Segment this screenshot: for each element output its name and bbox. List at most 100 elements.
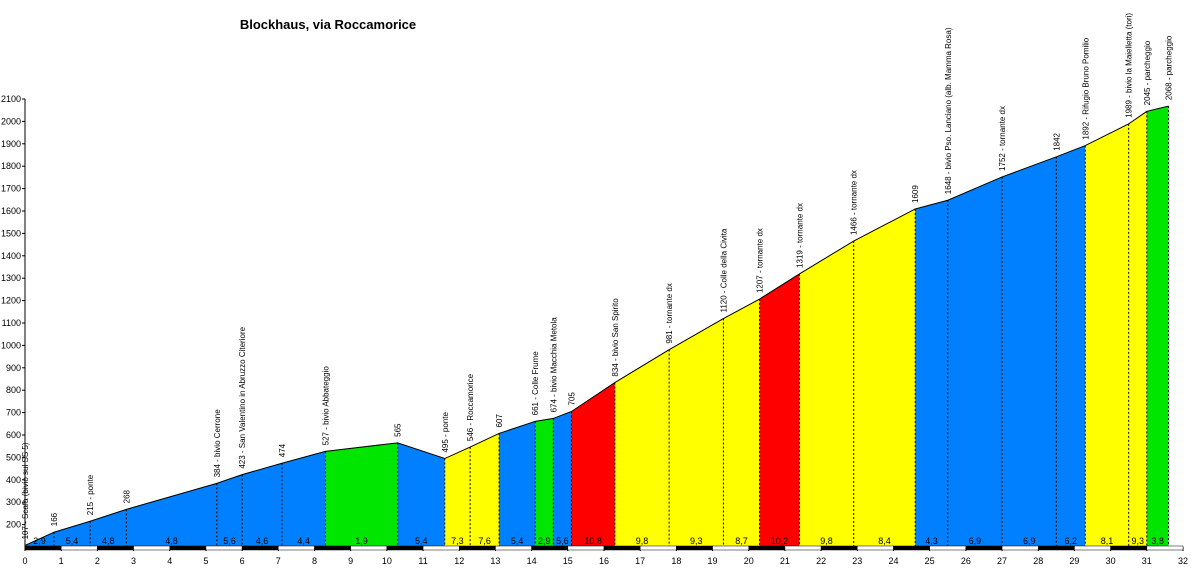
km-bar-10	[386, 545, 424, 551]
segment-grade-label-22: 6,9	[969, 536, 982, 546]
waypoint-label-19: 1319 - tornante dx	[795, 203, 804, 268]
km-bar-25	[929, 545, 967, 551]
km-bar-8	[314, 545, 351, 551]
km-bar-23	[857, 545, 894, 551]
km-bar-13	[495, 545, 532, 551]
km-bar-18	[676, 545, 713, 551]
segment-area-13	[553, 411, 572, 547]
segment-grade-label-17: 8,7	[735, 536, 748, 546]
km-bar-0	[24, 545, 62, 551]
gradient-segments	[25, 106, 1169, 548]
x-tick-label-21: 21	[780, 556, 790, 566]
segment-area-19	[799, 241, 854, 548]
segment-area-5	[242, 463, 282, 547]
segment-grade-label-2: 4,8	[102, 536, 115, 546]
km-bar-6	[241, 545, 279, 551]
y-tick-label-6: 800	[6, 385, 21, 395]
segment-area-4	[216, 474, 243, 547]
x-tick-label-11: 11	[418, 556, 427, 566]
segment-dividers	[53, 106, 1170, 547]
y-tick-label-0: 200	[6, 520, 21, 530]
y-tick-label-2: 400	[6, 475, 21, 485]
segment-area-20	[853, 208, 916, 547]
km-bar-21	[784, 545, 822, 551]
segment-grade-label-1: 5,4	[66, 536, 79, 546]
segment-area-17	[723, 299, 760, 547]
x-tick-label-10: 10	[382, 556, 392, 566]
y-tick-label-5: 700	[6, 408, 21, 418]
y-tick-label-12: 1400	[1, 251, 21, 261]
segment-area-25	[1085, 123, 1129, 547]
segment-grade-label-24: 6,2	[1065, 536, 1078, 546]
y-tick-label-1: 300	[6, 497, 21, 507]
segment-area-1	[53, 521, 91, 547]
segment-area-10	[470, 433, 500, 547]
y-tick-label-13: 1500	[1, 228, 21, 238]
km-bar-11	[422, 545, 460, 551]
segment-grade-label-19: 9,8	[820, 536, 833, 546]
x-tick-label-26: 26	[961, 556, 971, 566]
km-bar-28	[1038, 545, 1075, 551]
y-tick-label-16: 1800	[1, 161, 21, 171]
x-tick-label-0: 0	[22, 556, 27, 566]
x-tick-label-5: 5	[203, 556, 208, 566]
waypoint-label-5: 423 - San Valentino in Abruzzo Citeriore	[238, 326, 247, 468]
km-bar-26	[965, 545, 1003, 551]
x-tick-label-27: 27	[997, 556, 1007, 566]
gradient-bar: 2,9 5,4 4,8 4,8 5,6 4,6 4,4 1,9 5,4 7,3 7,6 5,4 2,9 5…	[24, 536, 1184, 551]
x-tick-label-4: 4	[167, 556, 172, 566]
x-tick-label-14: 14	[527, 556, 537, 566]
km-bar-3	[133, 545, 170, 551]
x-tick-label-20: 20	[744, 556, 754, 566]
km-bar-17	[639, 545, 677, 551]
x-tick-label-6: 6	[240, 556, 245, 566]
y-tick-label-14: 1600	[1, 206, 21, 216]
x-tick-label-13: 13	[490, 556, 500, 566]
x-tick-label-19: 19	[708, 556, 718, 566]
km-bar-5	[205, 545, 243, 551]
segment-grade-label-9: 7,3	[451, 536, 464, 546]
x-tick-label-17: 17	[635, 556, 645, 566]
y-tick-label-8: 1000	[1, 340, 21, 350]
segment-grade-label-13: 5,6	[556, 536, 569, 546]
segment-grade-label-14: 10,8	[584, 536, 602, 546]
km-bar-7	[278, 545, 315, 551]
x-tick-label-28: 28	[1033, 556, 1043, 566]
km-bar-19	[712, 545, 749, 551]
km-bar-2	[97, 545, 134, 551]
segment-area-3	[126, 483, 217, 547]
segment-grade-label-6: 4,4	[297, 536, 310, 546]
segment-grade-label-5: 4,6	[256, 536, 269, 546]
x-tick-label-23: 23	[852, 556, 862, 566]
segment-grade-label-25: 8,1	[1101, 536, 1114, 546]
waypoint-label-21: 1609	[911, 185, 920, 203]
y-tick-label-9: 1100	[2, 318, 21, 328]
segment-area-15	[614, 349, 670, 547]
x-tick-label-15: 15	[563, 556, 573, 566]
profile-outline	[24, 105, 1169, 546]
waypoint-label-27: 2045 - parcheggio	[1143, 40, 1152, 105]
waypoint-label-7: 527 - bivio Abbateggio	[321, 366, 330, 446]
segment-grade-label-23: 6,9	[1023, 536, 1036, 546]
y-tick-label-15: 1700	[1, 184, 21, 194]
waypoint-label-8: 565	[394, 423, 403, 437]
segment-grade-label-8: 5,4	[415, 536, 428, 546]
km-bar-22	[820, 545, 858, 551]
segment-area-18	[759, 273, 800, 547]
segment-area-14	[571, 382, 615, 547]
x-tick-label-12: 12	[454, 556, 464, 566]
y-tick-label-19: 2100	[1, 94, 21, 104]
waypoint-label-0: 107 - Scafa (bivio sul SS 5)	[21, 442, 30, 539]
segment-grade-label-27: 3,8	[1151, 536, 1164, 546]
segment-area-11	[499, 421, 536, 547]
segment-grade-label-7: 1,9	[355, 536, 368, 546]
x-tick-label-31: 31	[1142, 556, 1152, 566]
waypoint-label-18: 1207 - tornante dx	[756, 228, 765, 293]
segment-grade-label-21: 4,3	[925, 536, 938, 546]
segment-area-16	[669, 318, 724, 547]
km-bar-31	[1146, 545, 1184, 551]
x-tick-label-8: 8	[312, 556, 317, 566]
segment-grade-label-11: 5,4	[511, 536, 524, 546]
km-bar-14	[531, 545, 569, 551]
x-axis-ticks: 0 1 2 3 4 5 6 7 8 9 10 11 12 13 14 15 16 17 18 19 20 21 22 23 24…	[22, 547, 1188, 566]
